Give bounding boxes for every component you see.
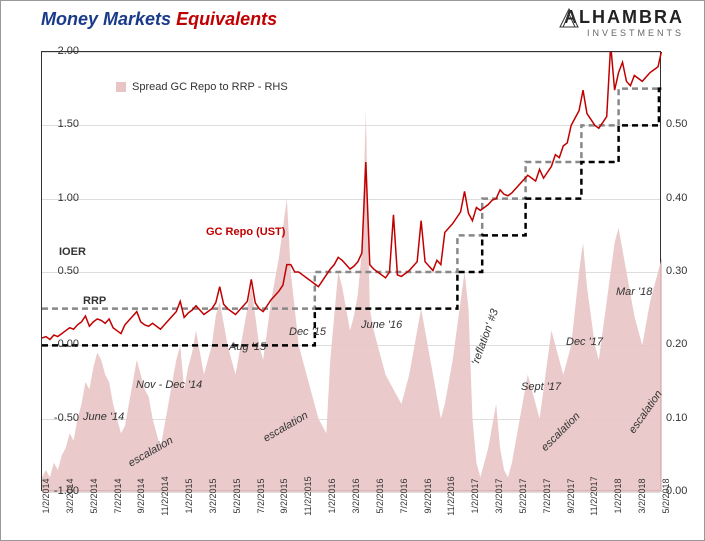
x-tick: 9/2/2014 — [136, 478, 146, 513]
x-tick: 1/2/2016 — [327, 478, 337, 513]
y-right-tick: 0.40 — [666, 192, 687, 204]
annotation: IOER — [59, 246, 86, 258]
legend-label: Spread GC Repo to RRP - RHS — [132, 81, 288, 93]
gc-repo-line — [42, 52, 662, 339]
title-money-markets: Money Markets — [41, 9, 171, 29]
x-tick: 7/2/2015 — [256, 478, 266, 513]
y-left-tick: 2.00 — [58, 45, 79, 57]
x-tick: 5/2/2014 — [89, 478, 99, 513]
annotation: RRP — [83, 295, 106, 307]
x-tick: 9/2/2017 — [566, 478, 576, 513]
chart-container: Money Markets Equivalents ALHAMBRA INVES… — [0, 0, 705, 541]
annotation: Nov - Dec '14 — [136, 379, 202, 391]
x-tick: 3/2/2015 — [208, 478, 218, 513]
x-tick: 1/2/2018 — [613, 478, 623, 513]
legend-spread: Spread GC Repo to RRP - RHS — [116, 81, 288, 93]
y-right-tick: 0.50 — [666, 118, 687, 130]
y-right-tick: 0.10 — [666, 412, 687, 424]
title-equivalents: Equivalents — [176, 9, 277, 29]
spread-area — [42, 111, 662, 492]
x-tick: 3/2/2014 — [65, 478, 75, 513]
x-tick: 11/2/2016 — [446, 476, 456, 515]
y-right-tick: 0.30 — [666, 265, 687, 277]
x-tick: 1/2/2015 — [184, 478, 194, 513]
x-tick: 3/2/2017 — [494, 478, 504, 513]
annotation: Sept '17 — [521, 381, 561, 393]
annotation: Dec '17 — [566, 336, 603, 348]
annotation: Dec '15 — [289, 326, 326, 338]
x-tick: 11/2/2017 — [589, 476, 599, 515]
y-left-tick: 1.00 — [58, 192, 79, 204]
y-left-tick: 0.00 — [58, 338, 79, 350]
x-tick: 11/2/2014 — [160, 476, 170, 515]
x-tick: 7/2/2016 — [399, 478, 409, 513]
chart-title: Money Markets Equivalents — [41, 9, 277, 30]
x-tick: 5/2/2016 — [375, 478, 385, 513]
logo: ALHAMBRA INVESTMENTS — [558, 7, 684, 38]
x-tick: 3/2/2018 — [637, 478, 647, 513]
annotation: June '16 — [361, 319, 402, 331]
legend-swatch — [116, 82, 126, 92]
annotation: GC Repo (UST) — [206, 226, 285, 238]
x-tick: 11/2/2015 — [303, 476, 313, 515]
x-tick: 3/2/2016 — [351, 478, 361, 513]
annotation: Mar '18 — [616, 286, 652, 298]
x-tick: 9/2/2015 — [279, 478, 289, 513]
x-tick: 5/2/2015 — [232, 478, 242, 513]
x-tick: 1/2/2017 — [470, 478, 480, 513]
x-tick: 5/2/2017 — [518, 478, 528, 513]
y-left-tick: 0.50 — [58, 265, 79, 277]
x-tick: 7/2/2014 — [113, 478, 123, 513]
x-tick: 7/2/2017 — [542, 478, 552, 513]
rrp-line — [42, 89, 662, 346]
x-tick: 5/2/2018 — [661, 478, 671, 513]
x-tick: 1/2/2014 — [41, 478, 51, 513]
x-tick: 9/2/2016 — [423, 478, 433, 513]
y-right-tick: 0.20 — [666, 338, 687, 350]
y-left-tick: 1.50 — [58, 118, 79, 130]
annotation: June '14 — [83, 411, 124, 423]
y-left-tick: -0.50 — [54, 412, 79, 424]
annotation: Aug '15 — [229, 341, 266, 353]
logo-sub: INVESTMENTS — [558, 28, 684, 38]
logo-brand: ALHAMBRA — [564, 7, 684, 27]
